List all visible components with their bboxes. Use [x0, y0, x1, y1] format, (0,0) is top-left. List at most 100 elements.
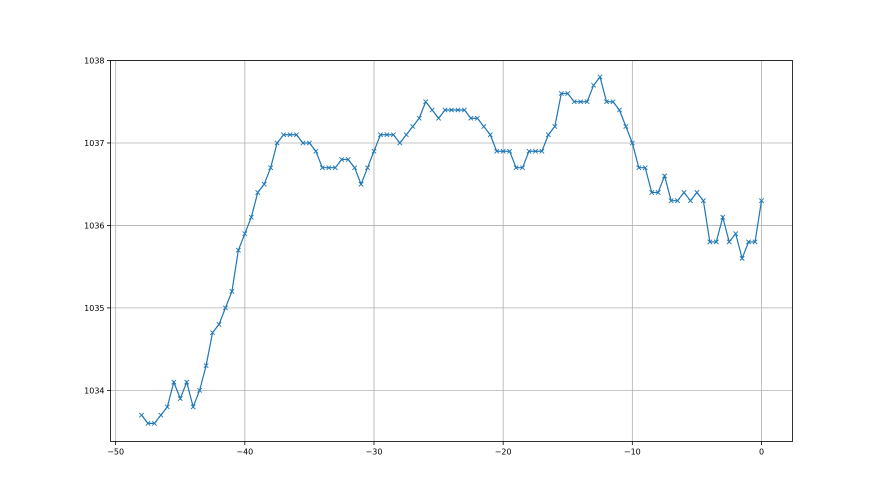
data-point-marker — [332, 165, 338, 171]
data-point-marker — [429, 107, 435, 113]
y-tick-label: 1036 — [84, 221, 104, 230]
data-point-marker — [681, 189, 687, 195]
data-point-marker — [733, 231, 739, 237]
data-point-marker — [365, 165, 371, 171]
data-point-marker — [675, 198, 681, 204]
data-point-marker — [210, 330, 216, 336]
data-point-marker — [578, 99, 584, 105]
y-tick-label: 1035 — [84, 304, 104, 313]
y-tick-label: 1037 — [84, 139, 104, 148]
data-point-marker — [558, 90, 564, 97]
data-point-marker — [274, 140, 280, 146]
data-point-marker — [158, 412, 164, 418]
data-point-marker — [700, 198, 706, 204]
data-point-marker — [752, 239, 758, 245]
y-tick-label: 1038 — [84, 57, 104, 66]
data-point-marker — [268, 165, 274, 171]
data-point-marker — [423, 99, 429, 105]
data-point-marker — [151, 420, 157, 426]
data-point-marker — [649, 189, 655, 195]
data-point-marker — [390, 132, 396, 138]
data-point-marker — [636, 165, 642, 171]
data-point-marker — [229, 288, 235, 294]
data-point-marker — [300, 140, 306, 146]
data-point-marker — [623, 123, 629, 129]
data-point-marker — [487, 132, 493, 138]
data-point-marker — [145, 420, 151, 426]
data-point-marker — [726, 239, 732, 245]
data-point-marker — [197, 387, 203, 393]
data-point-marker — [474, 115, 480, 121]
data-point-marker — [416, 115, 422, 121]
data-point-marker — [565, 90, 571, 97]
data-line — [141, 75, 763, 424]
data-point-marker — [746, 239, 752, 245]
data-point-marker — [371, 148, 377, 154]
data-point-marker — [481, 123, 487, 129]
data-point-marker — [532, 148, 538, 154]
data-point-marker — [642, 165, 648, 171]
data-point-marker — [261, 181, 267, 187]
data-point-marker — [216, 321, 222, 327]
data-point-marker — [662, 173, 668, 179]
data-point-marker — [319, 165, 325, 171]
data-point-marker — [171, 379, 177, 385]
data-point-marker — [526, 148, 532, 154]
data-point-marker — [138, 412, 145, 418]
data-point-marker — [306, 140, 312, 146]
x-tick-label: 0 — [759, 448, 764, 457]
data-point-marker — [442, 107, 448, 113]
data-point-marker — [281, 132, 287, 138]
data-point-marker — [397, 140, 403, 146]
data-point-marker — [358, 181, 364, 187]
data-point-marker — [293, 132, 300, 138]
data-point-marker — [655, 189, 661, 195]
data-point-marker — [384, 132, 390, 138]
data-point-marker — [597, 74, 603, 80]
data-point-marker — [552, 123, 558, 129]
grid — [110, 60, 793, 442]
y-tick-label: 1034 — [84, 386, 104, 395]
data-point-marker — [436, 115, 442, 121]
data-point-marker — [539, 148, 545, 154]
x-tick-label: −50 — [107, 448, 124, 457]
axes-frame — [110, 60, 793, 442]
y-axis: 1034 1035 1036 1037 1038 — [84, 57, 111, 395]
x-tick-label: −30 — [366, 448, 383, 457]
data-point-marker — [713, 239, 719, 245]
data-point-marker — [326, 165, 332, 171]
data-point-marker — [687, 198, 693, 204]
data-point-marker — [164, 404, 170, 410]
data-point-marker — [694, 189, 700, 195]
data-point-marker — [377, 132, 383, 138]
data-point-marker — [313, 148, 319, 154]
data-point-marker — [222, 305, 228, 311]
data-point-marker — [255, 189, 261, 195]
data-point-marker — [345, 156, 351, 162]
data-point-marker — [248, 214, 254, 220]
data-point-marker — [190, 404, 196, 410]
data-point-marker — [571, 99, 577, 105]
data-point-marker — [352, 165, 358, 171]
data-point-marker — [758, 198, 765, 204]
data-point-marker — [287, 132, 293, 138]
data-point-marker — [242, 231, 248, 237]
x-tick-label: −10 — [624, 448, 641, 457]
data-point-marker — [739, 255, 745, 261]
data-point-marker — [610, 99, 616, 105]
data-point-marker — [520, 165, 526, 171]
data-point-marker — [720, 214, 726, 220]
series-line — [138, 74, 765, 426]
data-point-marker — [500, 148, 506, 154]
data-point-marker — [545, 132, 551, 138]
data-point-marker — [455, 107, 461, 113]
x-axis: −50 −40 −30 −20 −10 0 — [107, 441, 764, 457]
data-point-marker — [629, 140, 635, 146]
data-point-marker — [448, 107, 455, 113]
data-point-marker — [584, 99, 590, 105]
data-point-marker — [410, 123, 416, 129]
data-point-marker — [603, 99, 610, 105]
x-tick-label: −20 — [495, 448, 512, 457]
data-point-marker — [339, 156, 345, 162]
